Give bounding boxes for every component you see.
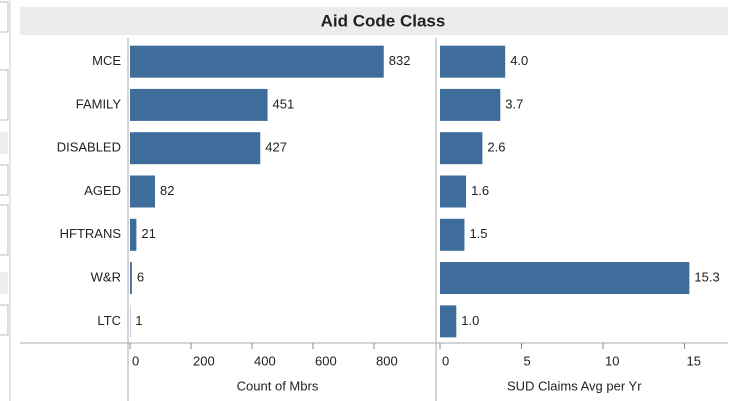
- value-label: 1.0: [461, 313, 479, 328]
- value-label: 451: [273, 96, 295, 111]
- bar: [440, 218, 465, 251]
- side-widget: [0, 272, 8, 294]
- category-label: HFTRANS: [60, 226, 122, 241]
- bar: [130, 262, 132, 295]
- side-widgets: [0, 1, 9, 336]
- bar: [130, 132, 261, 165]
- x-tick-label: 600: [315, 353, 337, 368]
- value-label: 427: [265, 140, 287, 155]
- x-tick-label: 10: [605, 353, 619, 368]
- value-label: 15.3: [694, 270, 719, 285]
- bar: [440, 132, 483, 165]
- x-axis-title: SUD Claims Avg per Yr: [507, 378, 642, 393]
- chart-title: Aid Code Class: [321, 11, 446, 30]
- bar: [440, 305, 457, 338]
- x-tick-label: 0: [442, 353, 449, 368]
- bar: [130, 175, 156, 208]
- x-tick-label: 800: [376, 353, 398, 368]
- bar: [440, 262, 690, 295]
- value-label: 21: [141, 226, 155, 241]
- side-widget: [0, 132, 8, 154]
- value-label: 82: [160, 183, 174, 198]
- category-label: DISABLED: [57, 140, 121, 155]
- x-tick-label: 15: [686, 353, 700, 368]
- x-axis-title: Count of Mbrs: [237, 378, 319, 393]
- value-label: 1: [135, 313, 142, 328]
- category-label: LTC: [97, 313, 121, 328]
- x-tick-label: 5: [523, 353, 530, 368]
- category-label: AGED: [84, 183, 121, 198]
- value-label: 1.6: [471, 183, 489, 198]
- bar: [130, 218, 137, 251]
- bar: [440, 175, 467, 208]
- category-label: W&R: [91, 270, 121, 285]
- value-label: 6: [137, 270, 144, 285]
- bar: [440, 88, 501, 121]
- value-label: 4.0: [510, 53, 528, 68]
- category-label: FAMILY: [76, 96, 122, 111]
- value-label: 3.7: [505, 96, 523, 111]
- x-tick-label: 200: [193, 353, 215, 368]
- bar: [440, 45, 506, 78]
- category-label: MCE: [92, 53, 121, 68]
- header-bg: [20, 7, 728, 35]
- bar: [130, 88, 268, 121]
- value-label: 1.5: [469, 226, 487, 241]
- value-label: 2.6: [487, 140, 505, 155]
- x-tick-label: 0: [132, 353, 139, 368]
- value-label: 832: [389, 53, 411, 68]
- bar: [130, 45, 384, 78]
- x-tick-label: 400: [254, 353, 276, 368]
